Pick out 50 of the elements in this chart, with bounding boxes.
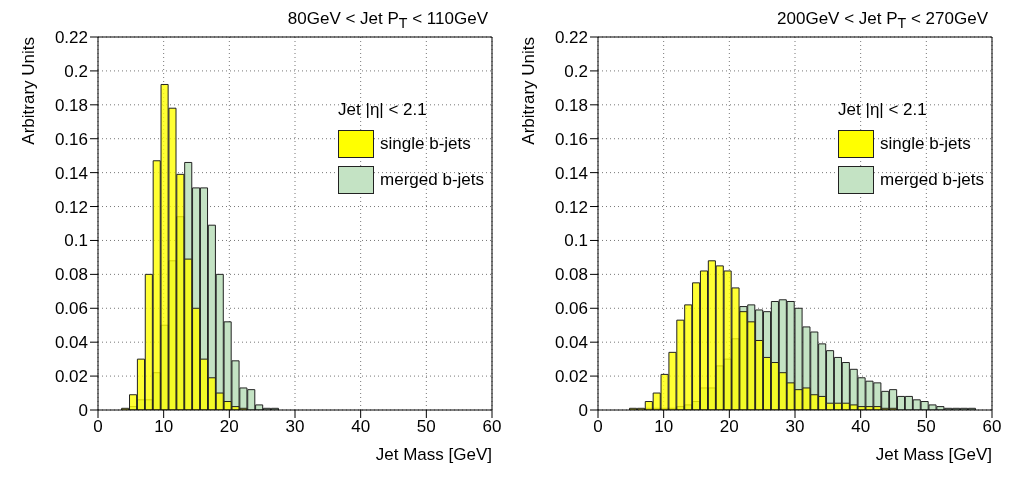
x-tick-label: 60 [482, 417, 502, 437]
y-tick-label: 0.12 [54, 197, 88, 217]
x-tick-label: 0 [93, 417, 103, 437]
legend-title: Jet |η| < 2.1 [338, 100, 428, 120]
y-tick-label: 0.02 [54, 367, 88, 387]
x-tick-label: 20 [219, 417, 239, 437]
y-tick-label: 0.02 [554, 367, 588, 387]
x-tick-label: 20 [719, 417, 739, 437]
x-tick-label: 50 [416, 417, 436, 437]
y-tick-label: 0.1 [564, 231, 588, 251]
y-tick-label: 0.22 [554, 28, 588, 48]
y-tick-label: 0.06 [554, 299, 588, 319]
chart-title: 80GeV < Jet P$_{T}$ < 110GeV [286, 8, 489, 32]
x-tick-label: 10 [654, 417, 674, 437]
x-axis-title: Jet Mass [GeV] [875, 445, 992, 464]
y-tick-label: 0.08 [54, 265, 88, 285]
y-tick-label: 0.12 [554, 197, 588, 217]
x-tick-label: 30 [785, 417, 805, 437]
y-tick-label: 0.14 [54, 163, 88, 183]
x-tick-label: 40 [351, 417, 371, 437]
x-tick-label: 0 [593, 417, 603, 437]
y-tick-label: 0 [578, 401, 588, 421]
y-axis-title: Arbitrary Units [519, 37, 538, 145]
y-tick-label: 0.16 [54, 129, 88, 149]
y-tick-label: 0.18 [54, 95, 88, 115]
legend-label: merged b-jets [880, 170, 984, 190]
y-tick-label: 0.08 [554, 265, 588, 285]
x-axis-title: Jet Mass [GeV] [375, 445, 492, 464]
y-tick-label: 0.06 [54, 299, 88, 319]
legend-label: single b-jets [880, 134, 971, 154]
y-tick-label: 0 [78, 401, 88, 421]
y-tick-label: 0.16 [554, 129, 588, 149]
y-tick-label: 0.1 [64, 231, 88, 251]
legend-title: Jet |η| < 2.1 [838, 100, 928, 120]
x-tick-label: 50 [916, 417, 936, 437]
x-tick-label: 40 [851, 417, 871, 437]
legend-label: merged b-jets [380, 170, 484, 190]
legend-label: single b-jets [380, 134, 471, 154]
y-tick-label: 0.22 [54, 28, 88, 48]
y-axis-title: Arbitrary Units [19, 37, 38, 145]
x-tick-label: 10 [154, 417, 174, 437]
y-tick-label: 0.04 [554, 333, 588, 353]
y-tick-label: 0.2 [64, 61, 88, 81]
y-tick-label: 0.14 [554, 163, 588, 183]
x-tick-label: 30 [285, 417, 305, 437]
y-tick-label: 0.18 [554, 95, 588, 115]
y-tick-label: 0.2 [564, 61, 588, 81]
chart-title: 200GeV < Jet P$_{T}$ < 270GeV [776, 8, 989, 32]
x-tick-label: 60 [982, 417, 1002, 437]
y-tick-label: 0.04 [54, 333, 88, 353]
